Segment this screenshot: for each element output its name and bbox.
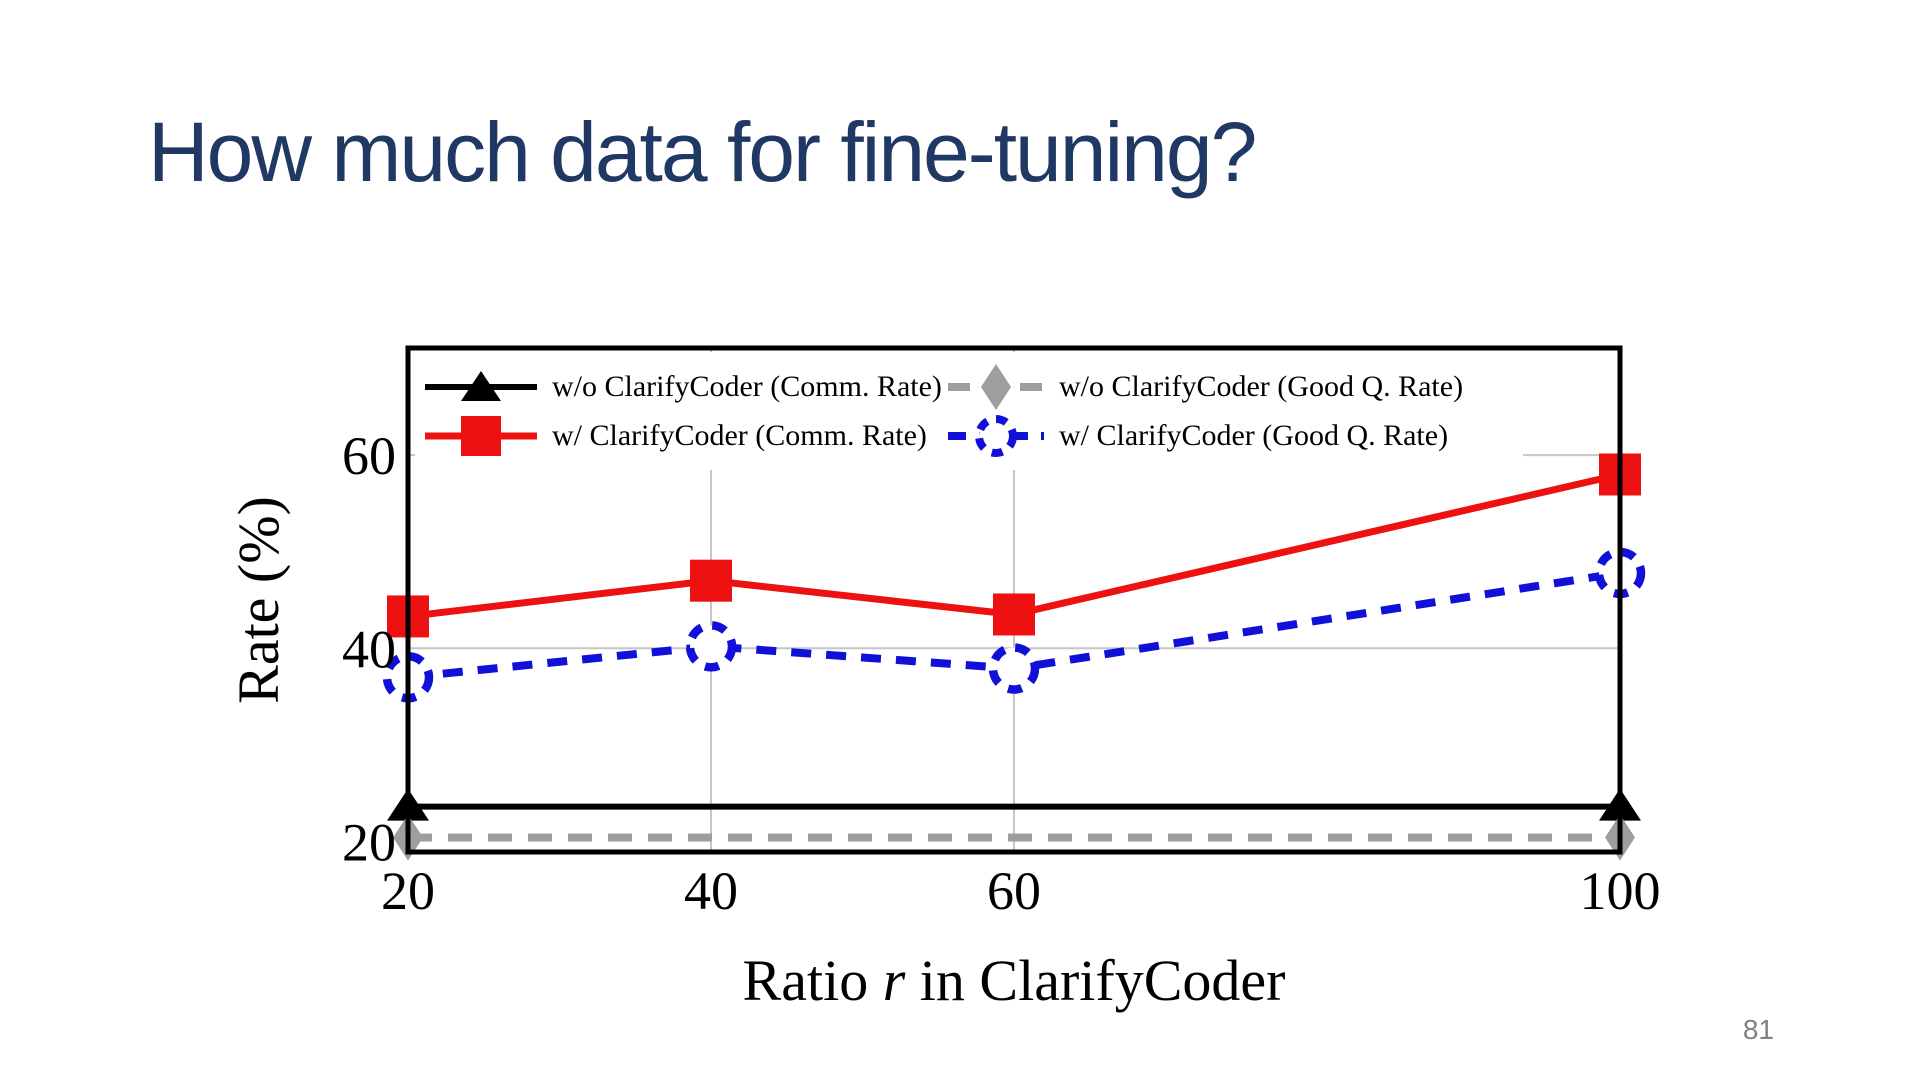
y-tick-label-60: 60 [342, 426, 396, 486]
series-line-w-clarifycoder-comm-rate [407, 471, 1621, 620]
marker-circle-w-clarifycoder-good-q-rate [988, 643, 1040, 694]
x-tick-label-40: 40 [684, 861, 738, 921]
chart-legend: w/o ClarifyCoder (Comm. Rate) w/o Clarif… [415, 352, 1523, 470]
series-line-w-clarifycoder-good-q-rate [407, 569, 1621, 682]
legend-entry-w-clarifycoder-good-q-rate: w/ ClarifyCoder (Good Q. Rate) [948, 413, 1448, 459]
page-number: 81 [1742, 1014, 1774, 1045]
y-tick-label-20: 20 [342, 812, 396, 872]
red-square-solid-line-icon [425, 416, 537, 456]
slide-title: How much data for fine-tuning? [148, 105, 1257, 199]
marker-square-w-clarifycoder-comm-rate [690, 559, 732, 602]
y-axis-label: Rate (%) [226, 496, 291, 704]
legend-entry-wo-clarifycoder-comm-rate: w/o ClarifyCoder (Comm. Rate) [425, 364, 942, 410]
marker-square-w-clarifycoder-comm-rate [993, 593, 1035, 636]
legend-label: w/o ClarifyCoder (Comm. Rate) [552, 370, 942, 403]
marker-circle-w-clarifycoder-good-q-rate [685, 621, 737, 672]
x-tick-label-100: 100 [1580, 861, 1661, 921]
plot-border [405, 345, 1623, 855]
legend-label: w/o ClarifyCoder (Good Q. Rate) [1059, 370, 1464, 403]
legend-entry-wo-clarifycoder-good-q-rate: w/o ClarifyCoder (Good Q. Rate) [948, 364, 1463, 410]
legend-entry-w-clarifycoder-comm-rate: w/ ClarifyCoder (Comm. Rate) [425, 413, 927, 459]
y-tick-label-40: 40 [342, 619, 396, 679]
x-axis-label: Ratio r in ClarifyCoder [743, 948, 1286, 1013]
legend-label: w/ ClarifyCoder (Good Q. Rate) [1059, 419, 1449, 452]
black-triangle-solid-line-icon [425, 371, 537, 401]
gray-diamond-dashed-line-icon [948, 364, 1044, 410]
x-tick-label-20: 20 [381, 861, 435, 921]
x-tick-label-60: 60 [987, 861, 1041, 921]
blue-dashed-circle-dashed-line-icon [948, 415, 1044, 457]
legend-label: w/ ClarifyCoder (Comm. Rate) [552, 419, 927, 452]
